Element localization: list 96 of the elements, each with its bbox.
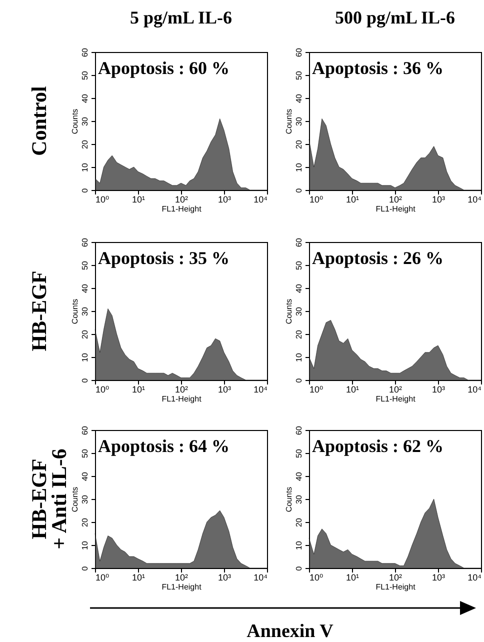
y-tick-label: 10 — [294, 352, 304, 362]
y-tick-label: 50 — [294, 70, 304, 80]
annotation: Apoptosis : 60 % — [98, 58, 230, 78]
annotation: Apoptosis : 64 % — [98, 436, 230, 456]
y-tick-label: 0 — [80, 566, 90, 571]
x-tick-label: 10¹ — [346, 384, 360, 394]
y-tick-label: 20 — [80, 330, 90, 339]
y-tick-label: 60 — [80, 48, 90, 57]
y-tick-label: 40 — [294, 472, 304, 481]
y-tick-label: 30 — [80, 116, 90, 126]
y-tick-label: 0 — [80, 378, 90, 383]
text: HB-EGF — [27, 270, 51, 352]
x-tick-label: 10¹ — [132, 194, 146, 204]
y-axis-title: Counts — [70, 108, 80, 134]
y-tick-label: 10 — [294, 162, 304, 172]
x-tick-label: 10⁴ — [468, 194, 482, 204]
x-tick-label: 10⁰ — [310, 194, 324, 204]
y-tick-label: 50 — [294, 260, 304, 270]
y-axis-title: Counts — [284, 108, 294, 134]
y-tick-label: 20 — [80, 518, 90, 527]
annotation: Apoptosis : 35 % — [98, 248, 230, 268]
x-axis-title: FL1-Height — [162, 582, 202, 592]
annotation: Apoptosis : 36 % — [312, 58, 444, 78]
x-tick-label: 10¹ — [132, 572, 146, 582]
y-tick-label: 30 — [294, 494, 304, 504]
y-tick-label: 30 — [80, 494, 90, 504]
y-axis-title: Counts — [70, 298, 80, 324]
y-tick-label: 40 — [294, 284, 304, 293]
x-tick-label: 10⁴ — [468, 572, 482, 582]
text: HB-EGF + Anti IL-6 — [27, 448, 71, 550]
x-tick-label: 10⁰ — [96, 384, 110, 394]
y-tick-label: 0 — [294, 188, 304, 193]
y-tick-label: 40 — [294, 94, 304, 103]
chart-title: 500 pg/mL IL-6 — [334, 8, 456, 28]
x-tick-label: 10³ — [218, 572, 232, 582]
x-axis-title: FL1-Height — [376, 394, 416, 404]
y-tick-label: 0 — [294, 378, 304, 383]
y-tick-label: 50 — [80, 70, 90, 80]
y-tick-label: 60 — [80, 426, 90, 435]
x-tick-label: 10² — [174, 384, 188, 394]
x-tick-label: 10⁰ — [310, 572, 324, 582]
x-tick-label: 10³ — [218, 384, 232, 394]
y-tick-label: 10 — [80, 162, 90, 172]
x-tick-label: 10⁴ — [468, 384, 482, 394]
x-tick-label: 10⁰ — [310, 384, 324, 394]
x-axis-title: FL1-Height — [162, 394, 202, 404]
y-tick-label: 10 — [80, 352, 90, 362]
x-tick-label: 10³ — [432, 384, 446, 394]
y-tick-label: 30 — [294, 116, 304, 126]
y-tick-label: 30 — [80, 306, 90, 316]
x-tick-label: 10¹ — [346, 572, 360, 582]
x-tick-label: 10⁴ — [254, 384, 268, 394]
x-tick-label: 10² — [388, 572, 402, 582]
text: Annexin V — [246, 621, 334, 642]
y-axis-title: Counts — [284, 486, 294, 512]
x-tick-label: 10³ — [432, 572, 446, 582]
y-tick-label: 50 — [80, 448, 90, 458]
y-axis-title: Counts — [284, 298, 294, 324]
x-axis-title: FL1-Height — [376, 204, 416, 214]
y-tick-label: 50 — [80, 260, 90, 270]
y-tick-label: 20 — [294, 518, 304, 527]
y-tick-label: 40 — [80, 94, 90, 103]
y-tick-label: 20 — [294, 330, 304, 339]
y-tick-label: 30 — [294, 306, 304, 316]
y-tick-label: 60 — [294, 238, 304, 247]
annotation: Apoptosis : 26 % — [312, 248, 444, 268]
x-axis-title: FL1-Height — [162, 204, 202, 214]
annotation: Apoptosis : 62 % — [312, 436, 444, 456]
x-tick-label: 10¹ — [346, 194, 360, 204]
chart-title: 5 pg/mL IL-6 — [130, 8, 232, 28]
x-tick-label: 10⁰ — [96, 194, 110, 204]
x-axis-title: FL1-Height — [376, 582, 416, 592]
x-tick-label: 10³ — [218, 194, 232, 204]
x-tick-label: 10⁰ — [96, 572, 110, 582]
y-tick-label: 10 — [294, 540, 304, 550]
y-tick-label: 60 — [294, 48, 304, 57]
y-tick-label: 50 — [294, 448, 304, 458]
y-tick-label: 40 — [80, 472, 90, 481]
y-tick-label: 20 — [294, 140, 304, 149]
y-tick-label: 60 — [80, 238, 90, 247]
y-tick-label: 60 — [294, 426, 304, 435]
x-tick-label: 10² — [388, 194, 402, 204]
y-tick-label: 40 — [80, 284, 90, 293]
x-tick-label: 10¹ — [132, 384, 146, 394]
x-tick-label: 10³ — [432, 194, 446, 204]
y-tick-label: 20 — [80, 140, 90, 149]
x-tick-label: 10⁴ — [254, 572, 268, 582]
y-tick-label: 10 — [80, 540, 90, 550]
x-tick-label: 10² — [388, 384, 402, 394]
x-tick-label: 10² — [174, 194, 188, 204]
text: Control — [27, 86, 51, 156]
x-tick-label: 10⁴ — [254, 194, 268, 204]
y-tick-label: 0 — [294, 566, 304, 571]
y-tick-label: 0 — [80, 188, 90, 193]
x-tick-label: 10² — [174, 572, 188, 582]
y-axis-title: Counts — [70, 486, 80, 512]
